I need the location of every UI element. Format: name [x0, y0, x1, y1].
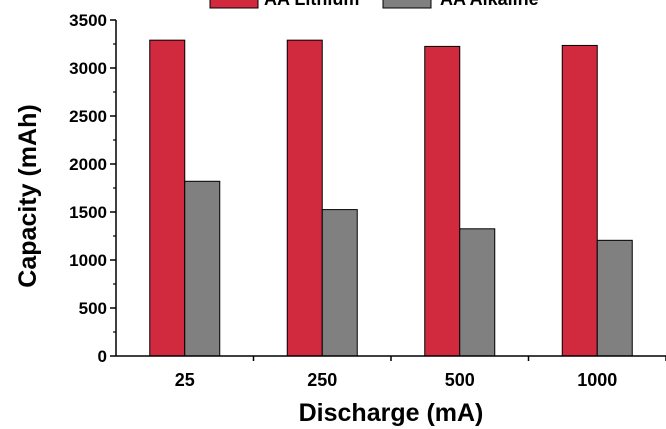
- y-axis-label: Capacity (mAh): [14, 104, 42, 287]
- bar-alkaline-1000: [596, 239, 633, 357]
- x-tick-label: 1000: [577, 370, 617, 390]
- x-tick-label: 250: [307, 370, 337, 390]
- bar-lithium-25: [149, 39, 186, 357]
- bar-alkaline-500: [459, 228, 496, 357]
- y-tick-label: 3500: [69, 11, 107, 30]
- y-tick-label: 500: [79, 299, 107, 318]
- bar-alkaline-250: [321, 209, 358, 357]
- y-tick-label: 2500: [69, 107, 107, 126]
- y-tick-label: 1500: [69, 203, 107, 222]
- y-tick-label: 3000: [69, 59, 107, 78]
- bar-lithium-1000: [561, 44, 598, 357]
- legend-label-lithium: AA Lithium: [264, 0, 359, 9]
- bar-lithium-500: [424, 45, 461, 357]
- y-tick-label: 0: [98, 347, 107, 366]
- legend-label-alkaline: AA Alkaline: [440, 0, 539, 9]
- bar-lithium-250: [286, 39, 323, 357]
- legend-swatch-alkaline: [382, 0, 432, 9]
- x-tick-label: 500: [445, 370, 475, 390]
- y-tick-label: 1000: [69, 251, 107, 270]
- x-tick-label: 25: [175, 370, 195, 390]
- x-axis-label: Discharge (mA): [299, 399, 484, 427]
- bar-alkaline-25: [184, 180, 221, 357]
- legend-swatch-lithium: [209, 0, 259, 9]
- y-tick-label: 2000: [69, 155, 107, 174]
